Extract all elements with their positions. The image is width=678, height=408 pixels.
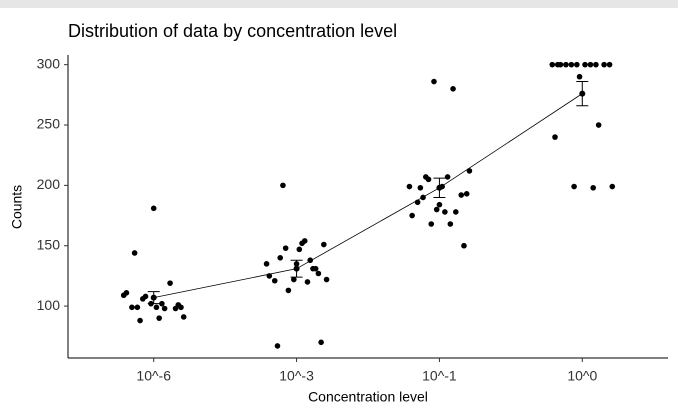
x-tick-label: 10^0 — [567, 368, 597, 384]
data-point — [436, 201, 443, 208]
data-point — [175, 302, 182, 308]
data-point — [568, 61, 575, 68]
data-point — [129, 304, 135, 311]
data-point — [131, 250, 138, 256]
mean-point — [293, 265, 300, 272]
data-point — [463, 191, 470, 197]
x-axis-label: Concentration level — [308, 389, 428, 405]
data-point — [142, 293, 149, 300]
data-point — [315, 270, 322, 277]
data-point — [296, 246, 303, 253]
y-tick-label: 150 — [37, 236, 61, 252]
data-point — [466, 168, 473, 174]
data-point — [153, 304, 160, 311]
data-point — [576, 73, 583, 80]
mean-line — [153, 93, 583, 299]
data-point — [609, 183, 616, 190]
mean-point — [579, 90, 586, 97]
data-point — [161, 305, 168, 312]
data-point — [571, 183, 577, 190]
data-point — [280, 182, 286, 189]
data-point — [406, 183, 413, 190]
data-point — [274, 343, 281, 349]
data-point — [563, 61, 569, 68]
x-tick-label: 10^-6 — [136, 368, 171, 384]
data-point — [595, 122, 602, 128]
data-point — [433, 206, 440, 213]
data-point — [557, 61, 564, 68]
data-point — [271, 277, 278, 284]
data-point — [277, 255, 284, 261]
data-point — [263, 261, 270, 267]
data-point — [444, 174, 451, 180]
data-point — [159, 300, 165, 307]
chart-title: Distribution of data by concentration le… — [68, 21, 397, 41]
data-point — [447, 221, 454, 227]
data-point — [167, 280, 173, 286]
data-point — [137, 317, 143, 324]
mean-point — [150, 294, 157, 301]
data-point — [134, 304, 141, 311]
y-tick-label: 300 — [37, 55, 61, 71]
data-point — [282, 245, 289, 251]
data-point — [450, 86, 456, 92]
data-point — [156, 315, 162, 321]
data-point — [285, 287, 292, 294]
data-point — [323, 276, 330, 283]
data-point — [601, 61, 607, 68]
data-point — [304, 279, 311, 285]
data-point — [291, 276, 297, 283]
data-point — [461, 242, 467, 249]
data-point — [431, 78, 437, 85]
x-tick-label: 10^-3 — [279, 368, 314, 384]
mean-point — [436, 184, 443, 191]
data-point — [123, 290, 130, 296]
data-point — [452, 209, 459, 215]
data-point — [582, 61, 588, 68]
data-point — [299, 240, 305, 247]
data-point — [587, 61, 594, 68]
data-point — [549, 61, 556, 68]
data-point — [458, 192, 465, 198]
window-strip — [0, 0, 678, 8]
data-point — [593, 61, 599, 68]
data-point — [606, 61, 613, 68]
data-point — [409, 212, 415, 219]
data-point — [321, 241, 327, 248]
data-point — [417, 184, 424, 191]
data-point — [422, 174, 429, 180]
data-point — [442, 209, 448, 215]
data-point — [428, 221, 435, 227]
y-tick-label: 200 — [37, 176, 61, 192]
y-tick-label: 250 — [37, 116, 61, 132]
data-point — [590, 184, 596, 191]
data-point — [552, 134, 558, 140]
data-point — [574, 61, 580, 68]
data-point — [318, 339, 324, 346]
data-point — [150, 205, 157, 212]
data-point — [180, 314, 187, 320]
x-tick-label: 10^-1 — [422, 368, 457, 384]
y-axis-label: Counts — [9, 185, 25, 229]
data-point — [312, 265, 319, 272]
y-tick-label: 100 — [37, 297, 61, 313]
